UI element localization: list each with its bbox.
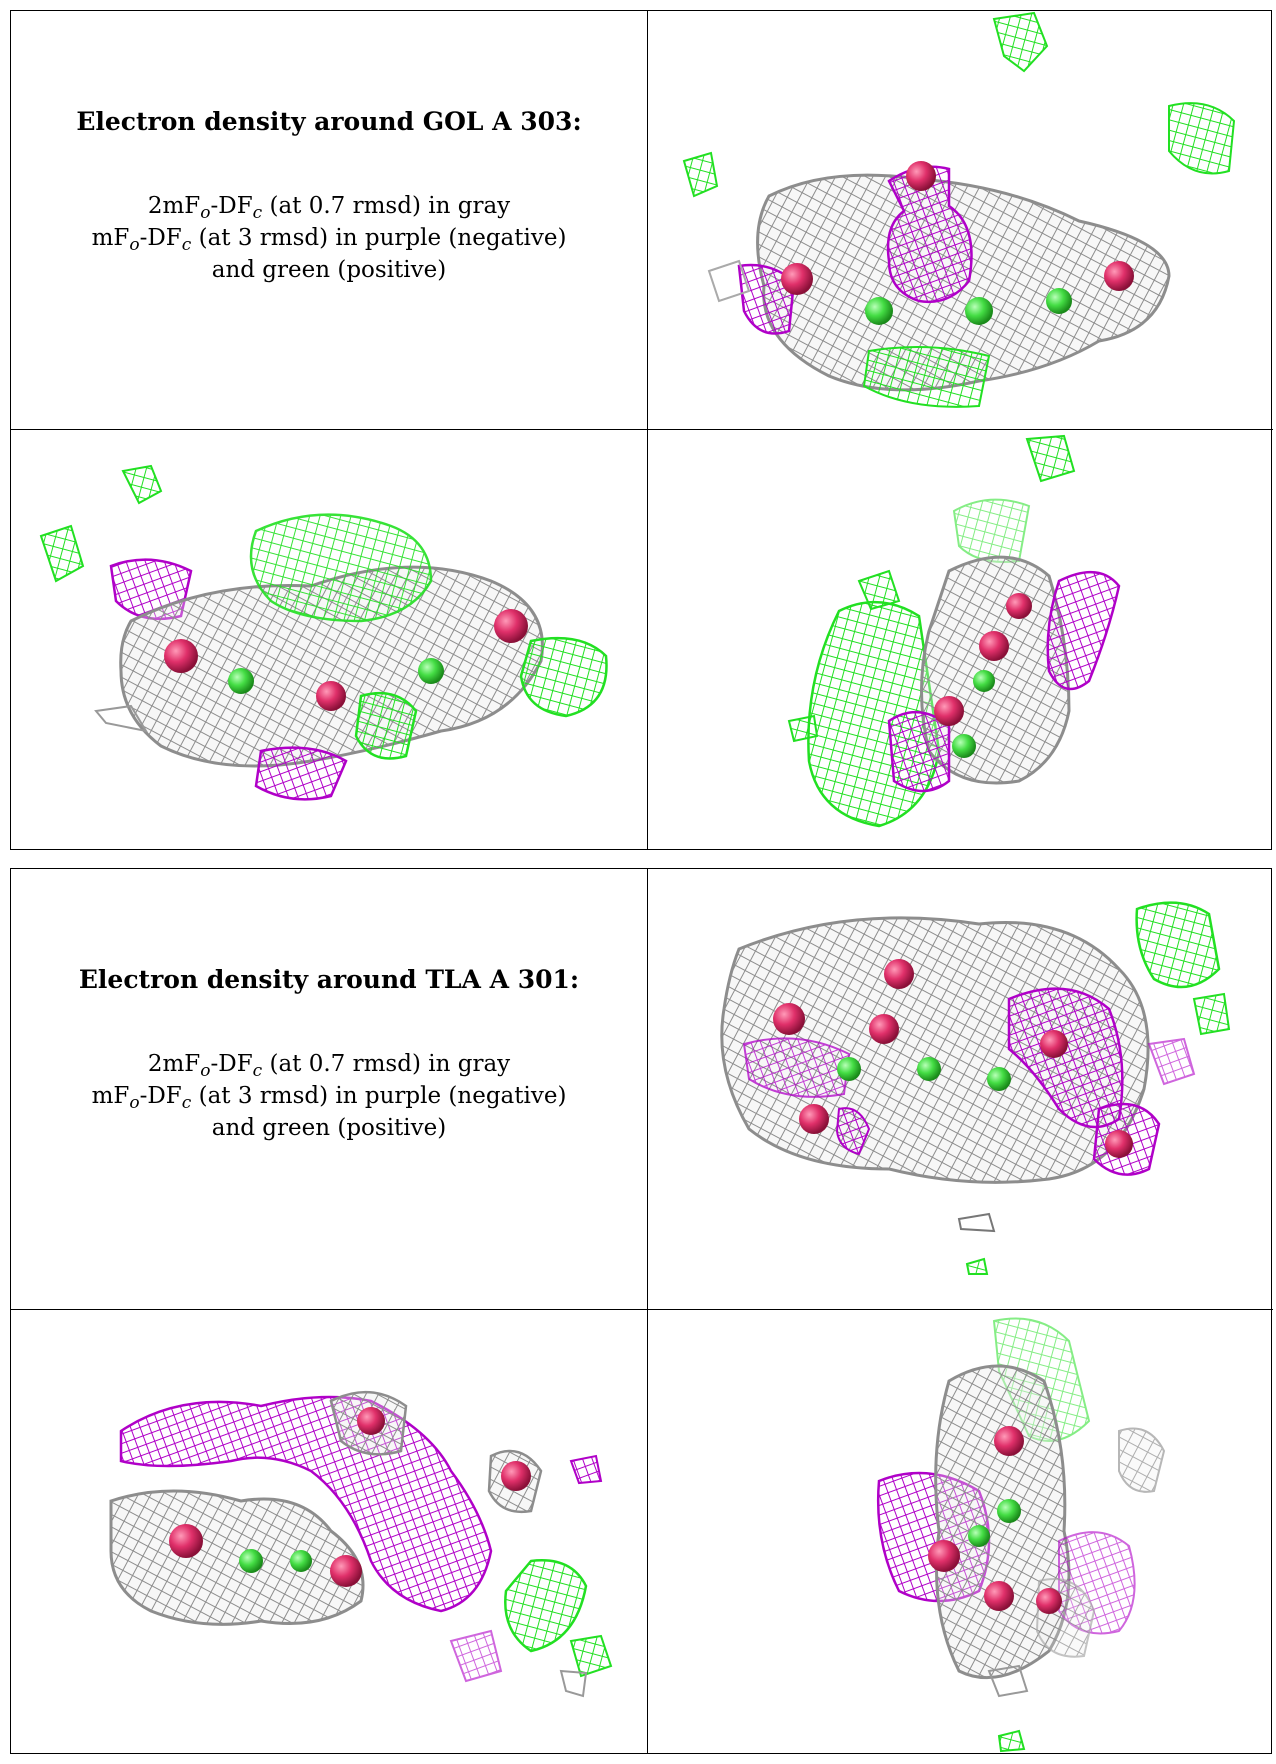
density-view-5 bbox=[11, 1311, 647, 1755]
legend-line-difference: mFo-DFc (at 3 rmsd) in purple (negative) bbox=[91, 225, 567, 255]
panel-divider-vertical bbox=[647, 11, 648, 849]
density-view-6 bbox=[649, 1311, 1273, 1755]
panel-divider-horizontal bbox=[11, 429, 1273, 430]
legend-line-gray: 2mFo-DFc (at 0.7 rmsd) in gray bbox=[147, 193, 511, 223]
legend-line-positive: and green (positive) bbox=[211, 1115, 447, 1141]
density-view-1 bbox=[649, 11, 1273, 429]
panel-divider-horizontal bbox=[11, 1309, 1273, 1310]
panel-title: Electron density around GOL A 303: bbox=[76, 107, 582, 136]
panel-divider-vertical bbox=[647, 869, 648, 1753]
density-view-2 bbox=[11, 431, 647, 851]
legend-line-positive: and green (positive) bbox=[211, 257, 447, 283]
panel-title: Electron density around TLA A 301: bbox=[78, 965, 580, 994]
legend-cell: Electron density around TLA A 301: 2mFo-… bbox=[11, 869, 647, 1309]
legend-text: 2mFo-DFc (at 0.7 rmsd) in gray mFo-DFc (… bbox=[92, 190, 567, 286]
density-panel-gol: Electron density around GOL A 303: 2mFo-… bbox=[10, 10, 1273, 851]
legend-cell: Electron density around GOL A 303: 2mFo-… bbox=[11, 11, 647, 429]
density-view-4 bbox=[649, 869, 1273, 1309]
legend-text: 2mFo-DFc (at 0.7 rmsd) in gray mFo-DFc (… bbox=[92, 1048, 567, 1144]
legend-line-gray: 2mFo-DFc (at 0.7 rmsd) in gray bbox=[147, 1051, 511, 1081]
legend-line-difference: mFo-DFc (at 3 rmsd) in purple (negative) bbox=[91, 1083, 567, 1113]
density-panel-tla: Electron density around TLA A 301: 2mFo-… bbox=[10, 868, 1273, 1755]
density-view-3 bbox=[649, 431, 1273, 851]
